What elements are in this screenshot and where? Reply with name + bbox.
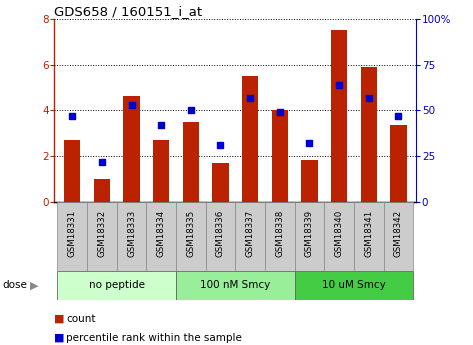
Bar — [390, 125, 407, 202]
Point — [246, 95, 254, 100]
Text: count: count — [66, 314, 96, 324]
Text: GSM18339: GSM18339 — [305, 210, 314, 257]
Text: dose: dose — [2, 280, 27, 290]
Point — [69, 113, 76, 119]
Text: percentile rank within the sample: percentile rank within the sample — [66, 333, 242, 343]
Bar — [265, 202, 295, 271]
Text: GSM18331: GSM18331 — [68, 210, 77, 257]
Text: GSM18335: GSM18335 — [186, 210, 195, 257]
Point — [335, 82, 343, 88]
Text: GSM18338: GSM18338 — [275, 210, 284, 257]
Bar — [94, 179, 110, 202]
Bar — [384, 202, 413, 271]
Text: GSM18334: GSM18334 — [157, 210, 166, 257]
Point — [128, 102, 135, 108]
Bar — [206, 202, 236, 271]
Bar — [295, 202, 324, 271]
Bar — [57, 202, 87, 271]
Bar — [87, 202, 117, 271]
Bar — [295, 271, 413, 300]
Bar — [324, 202, 354, 271]
Point — [394, 113, 402, 119]
Point — [276, 109, 284, 115]
Bar — [123, 96, 140, 202]
Point — [365, 95, 373, 100]
Bar — [242, 76, 258, 202]
Text: GSM18337: GSM18337 — [245, 210, 254, 257]
Bar — [360, 67, 377, 202]
Bar — [331, 30, 347, 202]
Text: ▶: ▶ — [30, 280, 38, 290]
Text: GDS658 / 160151_i_at: GDS658 / 160151_i_at — [54, 5, 202, 18]
Bar — [236, 202, 265, 271]
Text: GSM18336: GSM18336 — [216, 210, 225, 257]
Bar — [146, 202, 176, 271]
Text: 100 nM Smcy: 100 nM Smcy — [200, 280, 271, 290]
Text: 10 uM Smcy: 10 uM Smcy — [322, 280, 386, 290]
Text: GSM18341: GSM18341 — [364, 210, 373, 257]
Bar — [354, 202, 384, 271]
Point — [98, 159, 105, 164]
Text: GSM18333: GSM18333 — [127, 210, 136, 257]
Point — [306, 140, 313, 146]
Point — [217, 142, 224, 148]
Text: GSM18342: GSM18342 — [394, 210, 403, 257]
Bar — [153, 140, 169, 202]
Bar — [301, 159, 318, 202]
Bar — [183, 122, 199, 202]
Bar — [57, 271, 176, 300]
Bar — [117, 202, 146, 271]
Bar — [176, 271, 295, 300]
Bar — [212, 163, 228, 202]
Text: GSM18332: GSM18332 — [97, 210, 106, 257]
Text: ■: ■ — [54, 333, 65, 343]
Point — [158, 122, 165, 128]
Text: ■: ■ — [54, 314, 65, 324]
Text: no peptide: no peptide — [88, 280, 145, 290]
Bar — [176, 202, 206, 271]
Bar — [64, 140, 80, 202]
Point — [187, 108, 194, 113]
Bar — [272, 110, 288, 202]
Text: GSM18340: GSM18340 — [334, 210, 343, 257]
